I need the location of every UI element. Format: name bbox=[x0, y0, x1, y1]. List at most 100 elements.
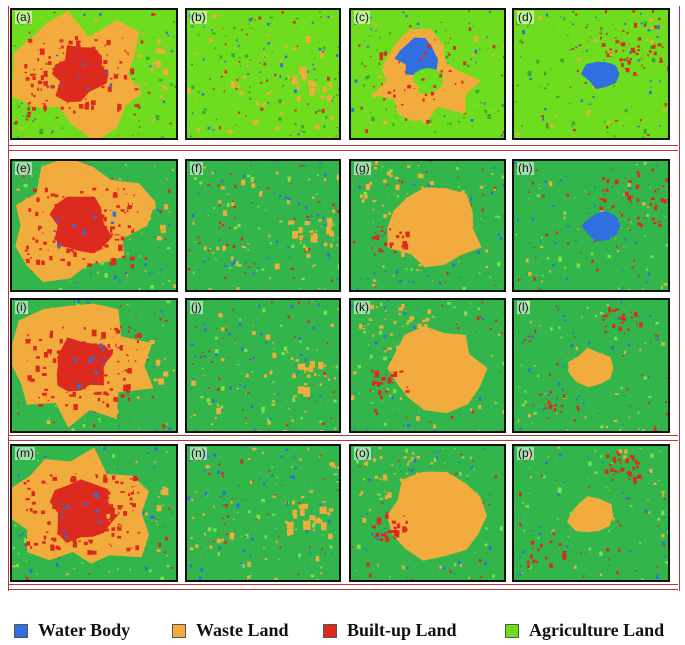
builtup-speck bbox=[453, 45, 456, 50]
water-speck bbox=[458, 120, 460, 123]
waste-patch bbox=[320, 225, 322, 228]
builtup-speck bbox=[250, 480, 254, 482]
builtup-speck bbox=[95, 475, 99, 479]
water-speck bbox=[250, 404, 254, 408]
builtup-speck bbox=[405, 390, 410, 393]
water-speck bbox=[547, 83, 549, 86]
builtup-speck bbox=[137, 106, 141, 108]
builtup-speck bbox=[527, 564, 531, 569]
builtup-speck bbox=[254, 19, 256, 21]
water-speck bbox=[286, 475, 288, 477]
waste-speck bbox=[316, 578, 319, 580]
water-speck bbox=[294, 89, 297, 94]
panel-label: (b) bbox=[190, 10, 207, 24]
builtup-speck bbox=[618, 211, 621, 214]
builtup-speck bbox=[218, 377, 221, 380]
builtup-speck bbox=[657, 188, 660, 191]
water-speck bbox=[538, 532, 542, 535]
builtup-speck bbox=[383, 51, 388, 56]
waste-speck bbox=[608, 489, 610, 491]
waste-speck bbox=[649, 17, 653, 22]
builtup-speck bbox=[53, 537, 57, 542]
agriculture-patch bbox=[566, 34, 569, 36]
builtup-speck bbox=[653, 51, 657, 56]
builtup-speck bbox=[600, 26, 603, 30]
water-speck bbox=[338, 88, 339, 91]
agriculture-patch bbox=[620, 386, 624, 389]
builtup-speck bbox=[156, 519, 159, 521]
builtup-speck bbox=[637, 216, 640, 220]
waste-speck bbox=[166, 423, 168, 426]
waste-speck bbox=[271, 403, 276, 406]
builtup-speck bbox=[38, 225, 42, 229]
waste-speck bbox=[353, 371, 357, 375]
waste-speck bbox=[408, 460, 412, 463]
builtup-speck bbox=[37, 228, 40, 231]
builtup-speck bbox=[255, 518, 258, 521]
builtup-speck bbox=[307, 320, 310, 323]
agriculture-patch bbox=[363, 84, 366, 87]
waste-speck bbox=[141, 232, 143, 235]
water-speck bbox=[229, 386, 232, 390]
builtup-speck bbox=[212, 88, 215, 90]
builtup-speck bbox=[93, 424, 96, 428]
builtup-speck bbox=[612, 468, 614, 469]
builtup-speck bbox=[25, 542, 28, 546]
waste-speck bbox=[351, 395, 355, 400]
builtup-speck bbox=[518, 399, 520, 401]
builtup-speck bbox=[447, 42, 449, 44]
water-speck bbox=[488, 10, 491, 14]
builtup-speck bbox=[393, 89, 396, 92]
water-speck bbox=[312, 63, 314, 66]
water-speck bbox=[394, 116, 396, 118]
builtup-speck bbox=[619, 524, 622, 527]
builtup-speck bbox=[373, 379, 375, 381]
waste-speck bbox=[41, 15, 43, 18]
builtup-speck bbox=[630, 311, 632, 314]
builtup-speck bbox=[621, 213, 624, 217]
agriculture-patch bbox=[537, 374, 540, 378]
builtup-speck bbox=[573, 419, 577, 422]
builtup-speck bbox=[130, 264, 135, 269]
water-speck bbox=[279, 330, 281, 332]
agriculture-patch bbox=[363, 191, 368, 197]
builtup-speck bbox=[556, 231, 558, 235]
waste-patch bbox=[303, 520, 311, 530]
builtup-speck bbox=[159, 210, 163, 214]
builtup-speck bbox=[625, 67, 630, 73]
agriculture-patch bbox=[139, 255, 141, 257]
builtup-speck bbox=[123, 187, 125, 190]
agriculture-patch bbox=[337, 174, 339, 177]
builtup-speck bbox=[106, 404, 110, 408]
builtup-speck bbox=[207, 184, 210, 187]
builtup-speck bbox=[658, 220, 661, 223]
water-speck bbox=[109, 83, 113, 87]
builtup-speck bbox=[492, 44, 496, 49]
waste-speck bbox=[284, 45, 288, 48]
waste-speck bbox=[247, 458, 251, 460]
agriculture-patch bbox=[383, 356, 387, 361]
water-speck bbox=[659, 80, 661, 83]
agriculture-patch bbox=[557, 487, 562, 494]
builtup-speck bbox=[515, 165, 518, 168]
water-speck bbox=[564, 319, 566, 322]
water-speck bbox=[82, 63, 86, 66]
waste-speck bbox=[283, 429, 287, 431]
agriculture-patch bbox=[663, 216, 666, 218]
agriculture-patch bbox=[650, 255, 654, 258]
builtup-speck bbox=[117, 373, 120, 375]
agriculture-patch bbox=[247, 510, 251, 514]
water-speck bbox=[445, 30, 447, 32]
agriculture-patch bbox=[261, 406, 265, 412]
builtup-speck bbox=[99, 247, 103, 250]
waste-speck bbox=[432, 279, 434, 281]
water-speck bbox=[207, 257, 210, 260]
water-speck bbox=[203, 469, 206, 472]
waste-speck bbox=[494, 402, 497, 404]
water-speck bbox=[469, 197, 473, 201]
waste-speck bbox=[109, 206, 113, 211]
builtup-speck bbox=[621, 313, 625, 318]
builtup-speck bbox=[44, 187, 48, 193]
panel-label: (g) bbox=[354, 161, 371, 175]
builtup-speck bbox=[624, 191, 629, 197]
